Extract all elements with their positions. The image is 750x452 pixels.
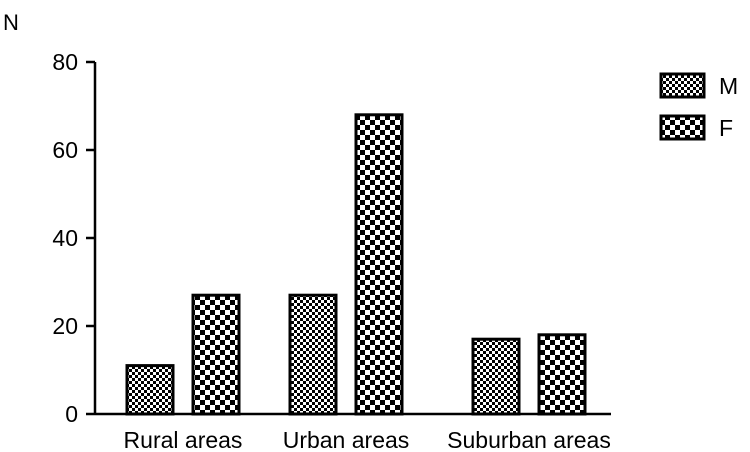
- legend-swatch-f: [659, 114, 706, 141]
- legend: M F: [659, 72, 738, 141]
- bar-f-rural-areas: [191, 293, 241, 416]
- x-category-label: Urban areas: [283, 427, 410, 452]
- y-tick-label: 80: [52, 49, 78, 75]
- bar-m-suburban-areas: [471, 337, 521, 416]
- y-tick-label: 40: [52, 225, 78, 251]
- bar-m-urban-areas: [288, 293, 338, 416]
- y-axis-ticks: 0 20 40 60 80: [52, 49, 95, 427]
- bar-f-suburban-areas: [537, 333, 587, 416]
- legend-label-m: M: [719, 73, 738, 99]
- bar-f-urban-areas: [354, 113, 404, 416]
- category-labels: Rural areas Urban areas Suburban areas: [124, 427, 611, 452]
- y-axis-label: N: [3, 10, 19, 35]
- bar-m-rural-areas: [125, 364, 175, 416]
- y-tick-label: 20: [52, 313, 78, 339]
- x-category-label: Rural areas: [124, 427, 243, 452]
- bars-group: [125, 113, 587, 416]
- legend-swatch-m: [659, 72, 706, 99]
- x-category-label: Suburban areas: [447, 427, 611, 452]
- y-tick-label: 60: [52, 137, 78, 163]
- legend-label-f: F: [719, 115, 733, 141]
- y-tick-label: 0: [65, 401, 78, 427]
